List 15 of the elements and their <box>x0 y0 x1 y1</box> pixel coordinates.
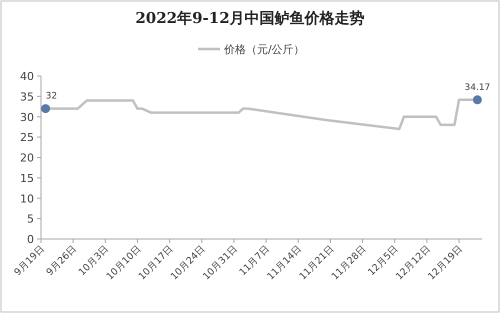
y-tick-label: 25 <box>20 131 34 144</box>
chart-title: 2022年9-12月中国鲈鱼价格走势 <box>135 9 365 27</box>
y-tick-label: 0 <box>27 233 34 246</box>
x-tick-label: 9月26日 <box>44 243 80 278</box>
x-tick-label: 9月19日 <box>12 243 48 278</box>
y-tick-label: 5 <box>27 212 34 226</box>
legend-label: 价格（元/公斤） <box>223 43 305 56</box>
y-tick-label: 30 <box>20 110 34 124</box>
y-tick-label: 10 <box>20 192 34 206</box>
y-tick-label: 40 <box>20 70 34 83</box>
data-label: 32 <box>46 92 58 102</box>
y-tick-label: 35 <box>20 90 34 104</box>
y-tick-label: 15 <box>20 172 34 185</box>
data-label: 34.17 <box>464 82 490 93</box>
y-tick-label: 20 <box>20 152 34 164</box>
